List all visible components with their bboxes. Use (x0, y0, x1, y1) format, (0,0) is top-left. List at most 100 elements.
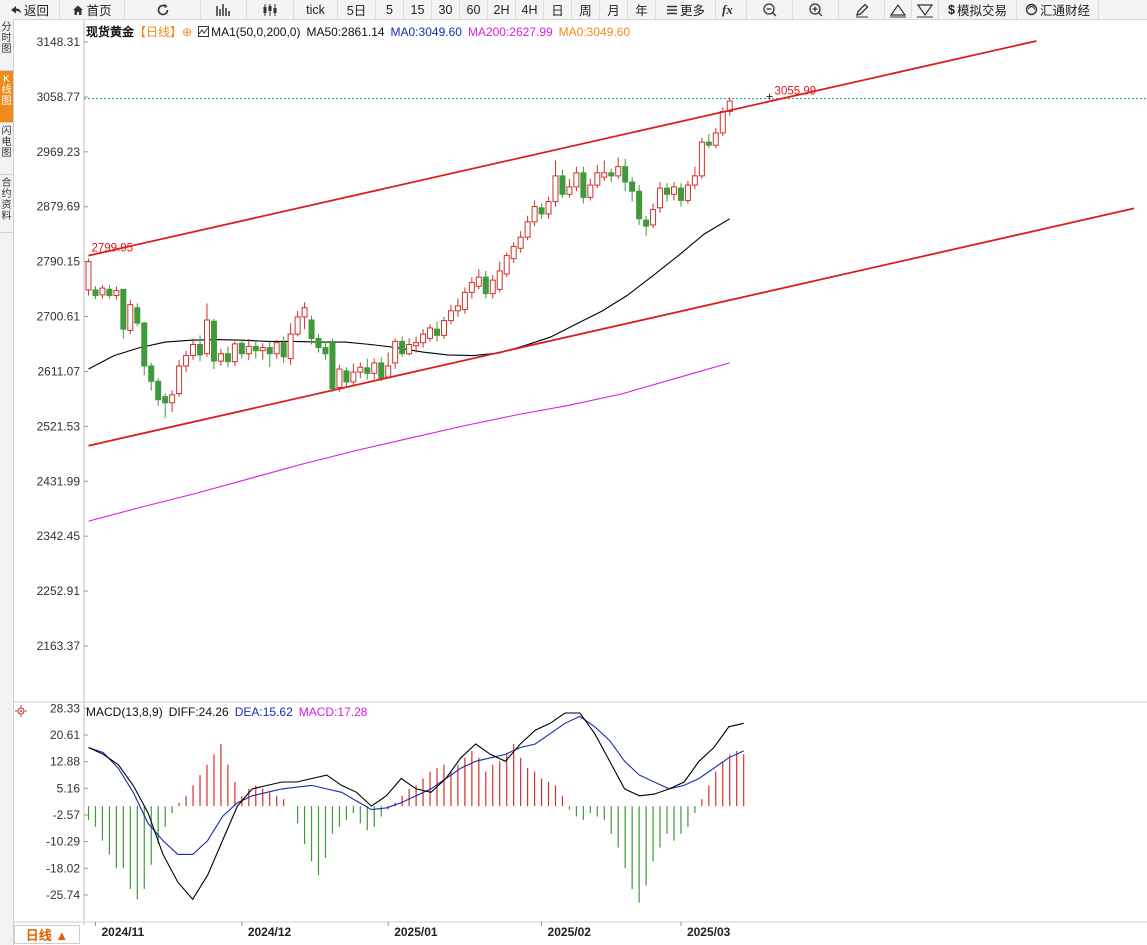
price-tick-label: 2521.53 (37, 419, 81, 433)
candle-body (670, 186, 677, 195)
period-15min[interactable]: 15 (404, 0, 432, 19)
candle-body (392, 340, 399, 364)
period-year[interactable]: 年 (628, 0, 656, 19)
refresh-button[interactable] (125, 0, 201, 19)
price-y-axis: 3148.31 3058.77 2969.23 2879.69 2790.15 2700.… (37, 35, 88, 653)
price-tick-label: 3058.77 (37, 90, 81, 104)
sim-trade-button[interactable]: $ 模拟交易 (939, 0, 1017, 19)
macd-lines (88, 712, 744, 901)
candle-body (357, 366, 364, 373)
candle-body (454, 305, 461, 312)
period-selector[interactable]: 日线 ▲ (14, 925, 80, 944)
sidebar-tab-timeshare[interactable]: 分时图 (0, 19, 13, 71)
candle-body (190, 344, 197, 357)
candle-body (203, 319, 210, 355)
candle-body (210, 320, 217, 362)
candle-body (636, 190, 643, 220)
refresh-icon (156, 3, 170, 17)
triangle-up-button[interactable] (885, 0, 912, 19)
candle-body (308, 319, 315, 339)
candle-body (413, 342, 420, 347)
candle-body (691, 175, 698, 186)
candle-body (287, 333, 294, 360)
sidebar-tab-contract[interactable]: 合约资料 (0, 175, 13, 233)
sidebar-tab-kline[interactable]: K线图 (0, 71, 13, 123)
bar-chart-button[interactable] (201, 0, 247, 19)
candle-body (364, 367, 371, 374)
period-5min[interactable]: 5 (376, 0, 404, 19)
candle-body (545, 201, 552, 215)
macd-legend: MACD(13,8,9) DIFF:24.26 DEA:15.62 MACD:1… (86, 705, 367, 719)
period-tick[interactable]: tick (294, 0, 338, 19)
draw-button[interactable] (839, 0, 885, 19)
add-indicator-icon[interactable]: ⊕ (182, 24, 193, 39)
dea-value: DEA:15.62 (234, 705, 293, 719)
price-annotation: 3055.99 (775, 86, 817, 98)
candle-body (615, 166, 622, 177)
period-week-label: 周 (579, 4, 592, 18)
candle-body (698, 141, 705, 177)
candle-body (113, 290, 120, 296)
price-tick-label: 2163.37 (37, 639, 81, 653)
sidebar-tab-flash[interactable]: 闪电图 (0, 123, 13, 175)
dollar-icon: $ (948, 2, 955, 17)
candle-body (224, 353, 231, 363)
candle-body (141, 322, 148, 367)
macd-tick-label: -25.74 (46, 888, 80, 902)
zoom-out-button[interactable] (747, 0, 793, 19)
back-button[interactable]: 返回 (0, 0, 60, 19)
candle-body (427, 327, 434, 339)
period-30min[interactable]: 30 (432, 0, 460, 19)
macd-tick-label: -2.57 (53, 808, 81, 822)
more-button[interactable]: 更多 (656, 0, 716, 19)
candle-body (468, 282, 475, 293)
period-60min[interactable]: 60 (460, 0, 488, 19)
candle-body (183, 355, 190, 367)
x-tick-label: 2024/11 (101, 925, 144, 939)
candle-body (510, 245, 517, 260)
instrument-name: 现货黄金 (86, 25, 135, 39)
candle-body (629, 181, 636, 192)
candle-body (440, 320, 447, 336)
macd-y-axis: 28.33 20.61 12.88 5.16 -2.57 -10.29 -18.02 -25.… (46, 701, 88, 902)
trend-channel[interactable] (88, 40, 1135, 447)
zoom-in-button[interactable] (793, 0, 839, 19)
candle-body (259, 347, 266, 352)
home-button[interactable]: 首页 (60, 0, 125, 19)
candle-body (238, 342, 245, 355)
candle-body (559, 175, 566, 195)
candle-chart-button[interactable] (247, 0, 294, 19)
ma-indicator[interactable]: MA1(50,0,200,0) (198, 25, 300, 39)
candle-body (580, 172, 587, 198)
macd-settings-icon[interactable] (15, 705, 27, 717)
period-4h[interactable]: 4H (516, 0, 544, 19)
macd-tick-label: 20.61 (50, 728, 80, 742)
price-annotation: 2799.95 (92, 243, 134, 255)
indicator-chart-icon (198, 26, 210, 37)
period-day-label: 日 (551, 4, 564, 18)
candle-body (378, 362, 385, 379)
candle-body (120, 288, 127, 330)
candle-body (496, 270, 503, 290)
macd-tick-label: 28.33 (50, 701, 80, 715)
candle-body (217, 353, 224, 362)
ma0-value: MA0:3049.60 (390, 24, 462, 39)
period-2h[interactable]: 2H (488, 0, 516, 19)
period-week[interactable]: 周 (572, 0, 600, 19)
formula-button[interactable]: fx (716, 0, 747, 19)
candle-body (155, 380, 162, 401)
triangle-up-icon (889, 2, 907, 18)
x-tick-label: 2025/03 (687, 925, 731, 939)
period-5day[interactable]: 5日 (338, 0, 376, 19)
candle-body (475, 276, 482, 287)
candle-body (657, 187, 664, 209)
triangle-down-button[interactable] (912, 0, 939, 19)
period-15min-label: 15 (410, 2, 425, 17)
candle-body (601, 172, 608, 178)
period-day[interactable]: 日 (544, 0, 572, 19)
period-month[interactable]: 月 (600, 0, 628, 19)
period-tick-label: tick (306, 2, 325, 17)
period-month-label: 月 (607, 4, 620, 18)
fx678-button[interactable]: 汇通财经 (1017, 0, 1099, 19)
